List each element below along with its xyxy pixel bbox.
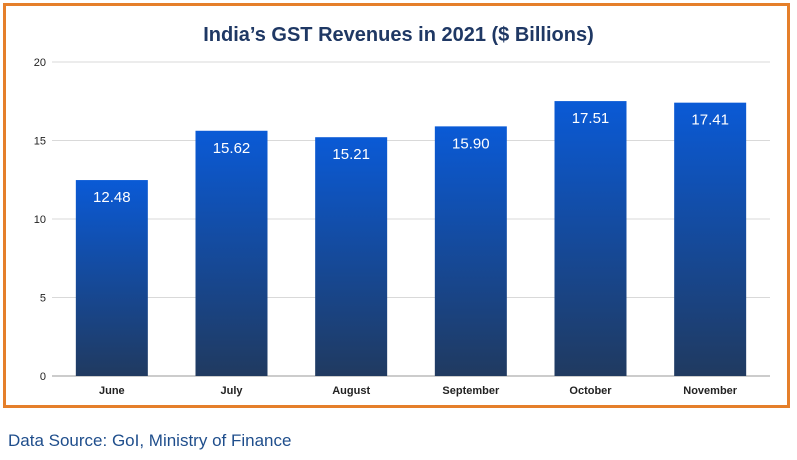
gridlines: [52, 61, 770, 377]
x-tick-label: July: [220, 385, 243, 397]
bar-june: [75, 180, 148, 376]
y-tick-label: 10: [34, 214, 46, 226]
x-tick-label: June: [99, 385, 125, 397]
y-axis-ticks: 0 5 10 15 20: [34, 57, 46, 383]
y-tick-label: 0: [40, 371, 46, 383]
bar-value-label: 15.90: [452, 135, 490, 152]
bar-august: [315, 137, 388, 376]
data-source-note: Data Source: GoI, Ministry of Finance: [8, 431, 292, 450]
bar-september: [434, 126, 507, 377]
bars: 12.48 15.62 15.21 15.90 17.51 17.41: [75, 101, 747, 377]
bar-value-label: 15.62: [213, 140, 251, 157]
bar-october: [554, 101, 627, 376]
bar-value-label: 17.51: [572, 110, 610, 127]
bar-value-label: 12.48: [93, 189, 131, 206]
bar-value-label: 17.41: [691, 112, 729, 129]
x-axis-ticks: June July August September October November: [99, 385, 738, 397]
x-tick-label: November: [683, 385, 738, 397]
x-tick-label: October: [569, 385, 612, 397]
x-tick-label: August: [332, 385, 370, 397]
y-tick-label: 20: [34, 57, 46, 69]
chart-title: India’s GST Revenues in 2021 ($ Billions…: [203, 24, 594, 46]
x-tick-label: September: [442, 385, 500, 397]
y-tick-label: 15: [34, 136, 46, 148]
bar-july: [195, 130, 268, 376]
bar-value-label: 15.21: [332, 146, 370, 163]
bar-november: [674, 102, 747, 377]
y-tick-label: 5: [40, 293, 46, 305]
